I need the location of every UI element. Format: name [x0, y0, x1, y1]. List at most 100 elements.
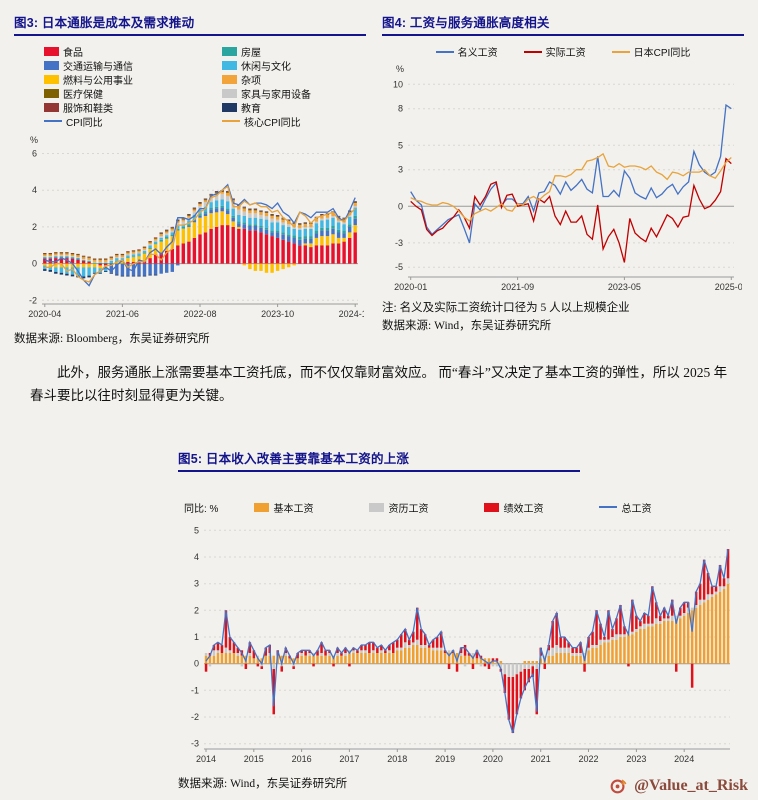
legend-item: 服饰和鞋类	[44, 100, 188, 115]
legend-item: 家具与家用设备	[222, 86, 366, 101]
legend-box-swatch	[222, 46, 237, 56]
svg-text:2018: 2018	[387, 754, 407, 764]
body-paragraph: 此外，服务通胀上涨需要基本工资托底，而不仅仅靠财富效应。 而“春斗”又决定了基本…	[30, 365, 728, 403]
figure3-source: 数据来源: Bloomberg，东吴证券研究所	[14, 333, 210, 345]
figure4-legend: 名义工资 实际工资 日本CPI同比	[382, 44, 744, 59]
legend-item: 绩效工资	[484, 500, 543, 515]
watermark-text: @Value_at_Risk	[634, 776, 748, 794]
svg-text:4: 4	[194, 552, 199, 562]
legend-line-swatch	[523, 50, 542, 53]
svg-text:3: 3	[194, 579, 199, 589]
figure5-source: 数据来源: Wind，东吴证券研究所	[178, 777, 348, 790]
svg-text:2024: 2024	[674, 754, 694, 764]
legend-item: 休闲与文化	[222, 58, 366, 73]
weibo-icon	[609, 776, 628, 795]
legend-box-swatch	[222, 60, 237, 70]
legend-line-swatch	[44, 120, 62, 122]
svg-text:2023-10: 2023-10	[261, 309, 294, 319]
svg-text:2015: 2015	[244, 754, 264, 764]
legend-box-swatch	[222, 74, 237, 84]
svg-text:-5: -5	[395, 262, 403, 272]
legend-box-swatch	[484, 502, 500, 512]
figure4-chart: -5 -3 0 3 5 8 10% 2020-01 2021-09 2023-05 2025-01	[382, 61, 748, 297]
svg-text:2017: 2017	[339, 754, 359, 764]
legend-item: 交通运输与通信	[44, 58, 188, 73]
legend-item: CPI同比	[44, 114, 188, 129]
svg-text:2023-05: 2023-05	[608, 282, 641, 292]
legend-label: 基本工资	[273, 503, 314, 515]
legend-label: 服饰和鞋类	[63, 103, 113, 115]
legend-item: 日本CPI同比	[611, 44, 691, 59]
svg-text:-2: -2	[191, 712, 199, 722]
svg-text:2: 2	[32, 222, 37, 232]
figure3-panel: 图3: 日本通胀是成本及需求推动 食品交通运输与通信 燃料与公用事业医疗保健服饰和…	[14, 12, 372, 346]
legend-box-swatch	[222, 88, 237, 98]
legend-box-swatch	[44, 46, 59, 56]
legend-label: 教育	[241, 103, 261, 115]
figure5-panel: 图5: 日本收入改善主要靠基本工资的上涨 同比: % 基本工资 资历工资 绩效工资 总…	[178, 448, 744, 791]
figure4-note: 注: 名义及实际工资统计口径为 5 人以上规模企业	[382, 302, 630, 314]
legend-box-swatch	[44, 102, 59, 112]
legend-box-swatch	[44, 88, 59, 98]
svg-text:2022-08: 2022-08	[183, 309, 216, 319]
svg-text:-1: -1	[191, 685, 199, 695]
legend-label: 医疗保健	[63, 89, 103, 101]
svg-text:5: 5	[194, 525, 199, 535]
legend-label: 房屋	[241, 47, 261, 59]
svg-text:-2: -2	[29, 295, 37, 305]
legend-line-swatch	[435, 50, 454, 53]
legend-label: 交通运输与通信	[63, 61, 133, 73]
figure5-title: 图5: 日本收入改善主要靠基本工资的上涨	[178, 448, 580, 472]
legend-label: 资历工资	[388, 503, 429, 515]
figure4-panel: 图4: 工资与服务通胀高度相关 名义工资 实际工资 日本CPI同比 -5 -3 0 3 5 8…	[382, 12, 748, 346]
svg-text:-3: -3	[191, 739, 199, 749]
legend-box-swatch	[44, 74, 59, 84]
legend-item: 医疗保健	[44, 86, 188, 101]
legend-label: 名义工资	[457, 48, 498, 59]
svg-text:2020: 2020	[483, 754, 503, 764]
svg-text:2023: 2023	[626, 754, 646, 764]
svg-text:0: 0	[32, 259, 37, 269]
svg-text:2021: 2021	[531, 754, 551, 764]
svg-text:10: 10	[393, 79, 403, 89]
legend-item: 基本工资	[254, 500, 313, 515]
legend-box-swatch	[254, 502, 270, 512]
legend-item: 杂项	[222, 72, 366, 87]
svg-text:2016: 2016	[292, 754, 312, 764]
svg-text:0: 0	[194, 659, 199, 669]
svg-text:2022: 2022	[578, 754, 598, 764]
svg-text:5: 5	[398, 140, 403, 150]
legend-item: 燃料与公用事业	[44, 72, 188, 87]
svg-text:2019: 2019	[435, 754, 455, 764]
legend-item: 实际工资	[523, 44, 586, 59]
svg-text:2: 2	[194, 605, 199, 615]
figure3-chart: -2 0 2 4 6% 2020-04 2021-06 2022-08 2023-10 2024-…	[14, 132, 371, 324]
legend-label: 总工资	[621, 503, 652, 515]
legend-label: 核心CPI同比	[244, 117, 301, 129]
legend-label: 食品	[63, 47, 83, 59]
top-figures-row: 图3: 日本通胀是成本及需求推动 食品交通运输与通信 燃料与公用事业医疗保健服饰和…	[0, 0, 758, 346]
svg-text:2021-06: 2021-06	[106, 309, 139, 319]
figure5-chart: -3 -2 -1 0 1 2 3 4 5 2014 2015 2016 2017 2018 2019 2020…	[178, 517, 744, 769]
legend-box-swatch	[369, 502, 385, 512]
figure3-title: 图3: 日本通胀是成本及需求推动	[14, 12, 366, 36]
svg-text:2024-12: 2024-12	[339, 309, 364, 319]
svg-text:2021-09: 2021-09	[501, 282, 534, 292]
svg-text:2020-01: 2020-01	[394, 282, 427, 292]
svg-text:1: 1	[194, 632, 199, 642]
figure5-legend: 基本工资 资历工资 绩效工资 总工资	[254, 500, 651, 515]
legend-item: 教育	[222, 100, 366, 115]
legend-item: 名义工资	[435, 44, 498, 59]
svg-text:8: 8	[398, 104, 403, 114]
svg-text:4: 4	[32, 185, 37, 195]
legend-item: 资历工资	[369, 500, 428, 515]
legend-label: 家具与家用设备	[241, 89, 311, 101]
legend-label: CPI同比	[66, 117, 103, 129]
legend-label: 日本CPI同比	[633, 48, 691, 59]
svg-text:%: %	[396, 64, 404, 74]
svg-text:2025-01: 2025-01	[715, 282, 742, 292]
legend-label: 绩效工资	[503, 503, 544, 515]
legend-item: 总工资	[599, 500, 651, 515]
legend-box-swatch	[222, 102, 237, 112]
figure5-legend-row: 同比: % 基本工资 资历工资 绩效工资 总工资	[184, 500, 744, 515]
